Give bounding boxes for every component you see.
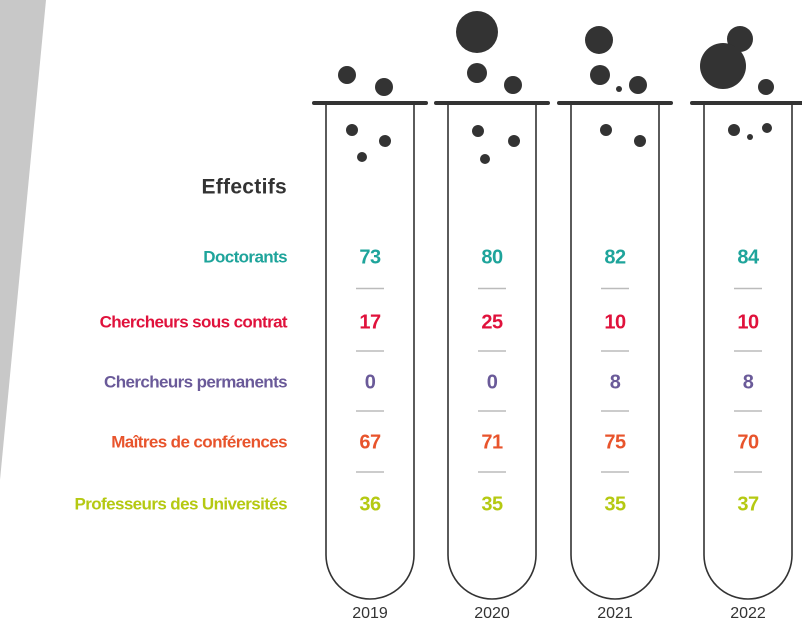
row-label: Professeurs des Universités <box>75 494 288 513</box>
row-label: Maîtres de conférences <box>111 432 287 451</box>
value: 71 <box>481 431 503 453</box>
value: 8 <box>610 371 621 393</box>
year: 2022 <box>730 605 766 622</box>
value: 35 <box>481 493 503 515</box>
value: 10 <box>737 311 759 333</box>
side-band <box>0 0 46 480</box>
value: 75 <box>604 431 626 453</box>
value: 0 <box>487 371 498 393</box>
row-label: Chercheurs permanents <box>104 372 287 391</box>
value: 8 <box>743 371 754 393</box>
value: 37 <box>737 493 759 515</box>
value: 25 <box>481 311 503 333</box>
value: 10 <box>604 311 626 333</box>
value: 84 <box>737 246 760 268</box>
value: 82 <box>604 246 626 268</box>
value: 67 <box>359 431 381 453</box>
value: 17 <box>359 311 381 333</box>
value: 36 <box>359 493 381 515</box>
value: 35 <box>604 493 626 515</box>
header: Effectifs <box>201 176 287 199</box>
value: 70 <box>737 431 759 453</box>
year: 2020 <box>474 605 510 622</box>
tube <box>570 104 660 600</box>
tube <box>447 104 537 600</box>
bubbles <box>338 11 774 164</box>
value: 80 <box>481 246 503 268</box>
value: 73 <box>359 246 381 268</box>
tube <box>703 104 793 600</box>
tube <box>325 104 415 600</box>
row-label: Chercheurs sous contrat <box>100 312 288 331</box>
row-label: Doctorants <box>203 247 287 266</box>
value: 0 <box>365 371 376 393</box>
year: 2019 <box>352 605 388 622</box>
year: 2021 <box>597 605 633 622</box>
